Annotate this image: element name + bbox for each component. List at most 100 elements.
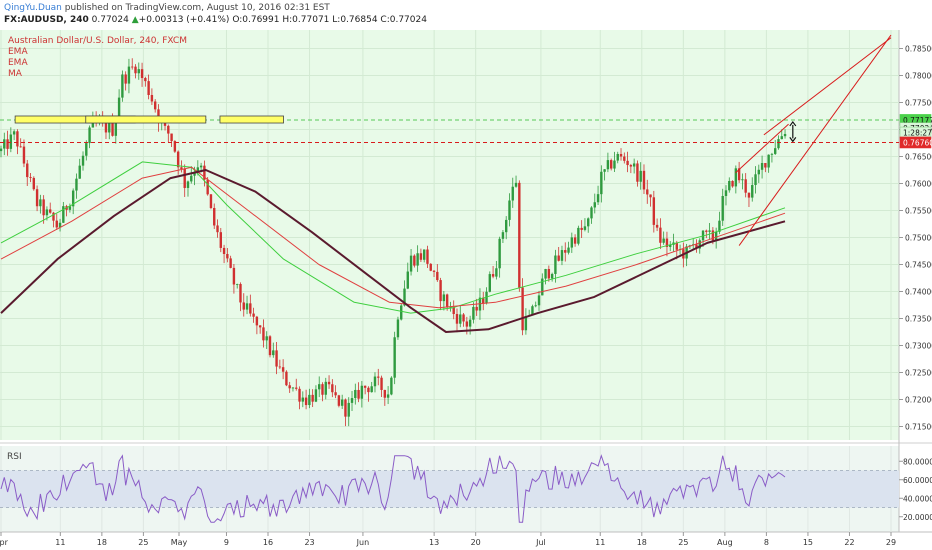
candle-body [767,154,770,168]
candle-body [455,314,459,324]
candle-body [226,253,229,259]
legend-ma[interactable]: MA [8,69,22,79]
main-pane-background [0,30,899,440]
candle-body [554,255,557,274]
time-tick-label: 15 [803,538,813,547]
candle-body [406,271,409,289]
rsi-tick-label: 20.0000 [903,513,932,522]
close-value: C:0.77024 [380,15,427,25]
candle-body [498,238,501,269]
candle-body [626,160,629,166]
candle-body [580,227,583,230]
candle-body [603,169,606,172]
candle-body [531,306,534,316]
candle-body [370,386,373,393]
candle-body [600,171,603,195]
candle-body [337,395,341,406]
candle-body [285,371,288,386]
candle-body [675,242,678,250]
candle-body [216,225,219,233]
candle-body [432,270,436,272]
candle-body [613,160,616,169]
time-tick-label: 22 [844,538,854,547]
main-grid [0,30,899,532]
symbol-label: FX:AUDUSD, 240 [4,15,89,25]
candle-body [751,185,754,198]
candle-body [334,392,337,396]
candle-body [265,336,268,341]
time-tick-label: 11 [55,538,65,547]
candle-body [186,181,190,188]
candle-body [26,163,29,178]
rsi-tick-label: 80.0000 [903,457,932,466]
candle-body [436,271,439,281]
candle-body [495,268,498,277]
legend-ema-slow[interactable]: EMA [8,58,28,68]
candle-body [567,247,570,253]
candle-body [16,131,19,147]
candle-body [386,394,390,398]
candle-body [655,224,659,228]
publish-info: published on TradingView.com, August 10,… [61,3,330,13]
channel-lower-line [738,34,892,246]
candle-body [777,139,780,149]
candle-body [85,143,88,156]
candle-body [718,220,721,232]
candle-body [180,167,183,170]
candle-body [170,133,173,142]
candle-body [511,186,514,201]
candle-body [32,177,36,190]
author-link[interactable]: QingYu.Duan [4,3,62,13]
low-value: L:0.76854 [332,15,378,25]
time-tick-label: 8 [764,538,769,547]
candle-body [695,244,698,249]
ema-fast-line [0,161,786,314]
legend-ema-fast[interactable]: EMA [8,47,28,57]
candle-body [547,269,551,279]
candle-body [150,94,154,102]
candle-body [409,255,413,272]
candle-body [19,146,22,148]
legend-title: Australian Dollar/U.S. Dollar, 240, FXCM [8,36,187,46]
candle-body [439,280,442,302]
time-tick-label: 11 [595,538,605,547]
change-value: +0.00313 (+0.41%) [138,15,230,25]
candle-body [505,219,508,233]
candle-body [295,387,298,389]
candle-body [121,74,124,98]
time-tick-label: Apr [0,538,9,547]
candle-body [331,384,334,393]
candle-body [442,294,446,302]
candle-body [127,66,131,84]
candle-body [363,385,367,388]
double-arrow-head-up [789,120,797,127]
time-tick-label: 16 [263,538,273,547]
candle-body [636,163,639,182]
time-tick-label: 25 [678,538,688,547]
candle-body [131,66,134,68]
time-tick-label: 13 [429,538,439,547]
candle-body [422,249,426,260]
candle-body [153,101,157,110]
candle-body [268,336,272,356]
time-tick-label: Jun [356,538,370,547]
candle-body [419,253,423,260]
candle-body [518,182,521,288]
candle-body [291,387,295,389]
candle-body [124,74,127,84]
candle-body [747,192,751,198]
candle-body [314,389,318,402]
time-tick-label: 25 [138,538,148,547]
price-tags: 0.771770.770241:28:270.76760 [899,114,932,149]
high-value: H:0.77071 [282,15,330,25]
candle-body [52,212,55,221]
candle-body [357,389,360,399]
candle-body [104,121,108,133]
